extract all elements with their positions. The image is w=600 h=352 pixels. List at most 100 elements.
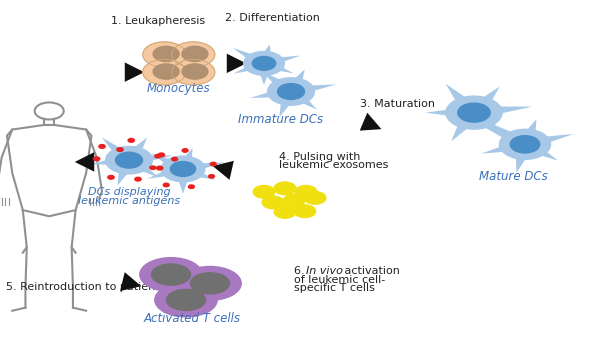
Circle shape (153, 46, 179, 62)
Polygon shape (256, 63, 272, 85)
Text: Immature DCs: Immature DCs (238, 113, 323, 126)
Circle shape (182, 64, 208, 79)
Circle shape (158, 153, 164, 157)
Ellipse shape (191, 273, 229, 294)
Circle shape (209, 175, 215, 178)
Polygon shape (515, 119, 536, 146)
Circle shape (155, 155, 161, 158)
Circle shape (106, 146, 152, 174)
Text: 2. Differentiation: 2. Differentiation (225, 13, 320, 23)
Polygon shape (256, 44, 272, 64)
Ellipse shape (167, 289, 205, 310)
Polygon shape (179, 165, 216, 180)
Ellipse shape (151, 264, 190, 285)
Ellipse shape (155, 283, 217, 317)
Polygon shape (280, 90, 299, 117)
Circle shape (283, 194, 305, 207)
Polygon shape (481, 139, 529, 154)
Text: leukemic antigens: leukemic antigens (78, 196, 180, 206)
Circle shape (304, 191, 326, 204)
Circle shape (108, 175, 114, 179)
Circle shape (157, 166, 163, 170)
Polygon shape (122, 156, 158, 177)
Circle shape (446, 96, 502, 129)
Circle shape (277, 83, 305, 99)
Ellipse shape (140, 258, 202, 291)
Text: In vivo: In vivo (306, 266, 343, 276)
Circle shape (163, 183, 169, 187)
Text: of leukemic cell-: of leukemic cell- (294, 275, 385, 285)
Circle shape (295, 186, 317, 198)
Circle shape (182, 149, 188, 152)
Polygon shape (175, 148, 193, 170)
Polygon shape (465, 109, 506, 140)
Polygon shape (233, 59, 268, 74)
Polygon shape (102, 137, 136, 163)
Polygon shape (518, 140, 558, 161)
Polygon shape (175, 169, 191, 194)
Circle shape (211, 162, 216, 166)
Text: DCs displaying: DCs displaying (88, 187, 170, 197)
Circle shape (115, 152, 143, 168)
Text: 3. Maturation: 3. Maturation (360, 99, 435, 109)
Polygon shape (233, 48, 269, 67)
Polygon shape (121, 137, 147, 162)
Circle shape (172, 157, 178, 161)
Polygon shape (151, 153, 188, 173)
Polygon shape (515, 143, 535, 173)
Polygon shape (289, 84, 337, 96)
Circle shape (182, 46, 208, 62)
Circle shape (143, 42, 186, 67)
Circle shape (143, 59, 186, 85)
Circle shape (499, 129, 551, 159)
Text: Mature DCs: Mature DCs (479, 170, 547, 183)
Polygon shape (284, 88, 317, 110)
Circle shape (117, 148, 123, 151)
Circle shape (268, 78, 314, 105)
Text: activation: activation (341, 266, 400, 276)
Text: 6.: 6. (294, 266, 308, 276)
Text: Monocytes: Monocytes (147, 82, 211, 95)
Text: specific T cells: specific T cells (294, 283, 375, 293)
Circle shape (244, 51, 284, 75)
Ellipse shape (179, 266, 241, 300)
Circle shape (153, 64, 179, 79)
Polygon shape (147, 164, 187, 179)
Circle shape (172, 42, 215, 67)
Polygon shape (472, 106, 532, 119)
Text: 5. Reintroduction to patient: 5. Reintroduction to patient (6, 282, 160, 292)
Polygon shape (262, 56, 301, 68)
Polygon shape (127, 155, 173, 165)
Polygon shape (446, 84, 484, 116)
Circle shape (150, 166, 156, 169)
Polygon shape (464, 87, 500, 116)
Polygon shape (250, 87, 293, 98)
Polygon shape (451, 110, 484, 142)
Circle shape (253, 186, 275, 198)
Circle shape (510, 136, 540, 153)
Polygon shape (90, 155, 131, 165)
Polygon shape (487, 122, 532, 149)
Polygon shape (181, 162, 226, 174)
Polygon shape (262, 71, 298, 95)
Circle shape (94, 157, 100, 161)
Polygon shape (260, 59, 294, 74)
Text: leukemic exosomes: leukemic exosomes (279, 161, 388, 170)
Circle shape (458, 103, 490, 122)
Circle shape (274, 182, 296, 195)
Circle shape (99, 145, 105, 148)
Polygon shape (521, 134, 574, 150)
Text: 1. Leukapheresis: 1. Leukapheresis (111, 16, 205, 26)
Circle shape (274, 206, 296, 218)
Polygon shape (118, 159, 137, 186)
Circle shape (170, 162, 196, 176)
Circle shape (188, 185, 194, 188)
Circle shape (294, 205, 316, 218)
Polygon shape (283, 69, 305, 93)
Circle shape (172, 59, 215, 85)
Circle shape (135, 177, 141, 181)
Circle shape (262, 196, 284, 209)
Circle shape (128, 138, 134, 142)
Text: Activated T cells: Activated T cells (143, 312, 241, 325)
Polygon shape (425, 106, 474, 119)
